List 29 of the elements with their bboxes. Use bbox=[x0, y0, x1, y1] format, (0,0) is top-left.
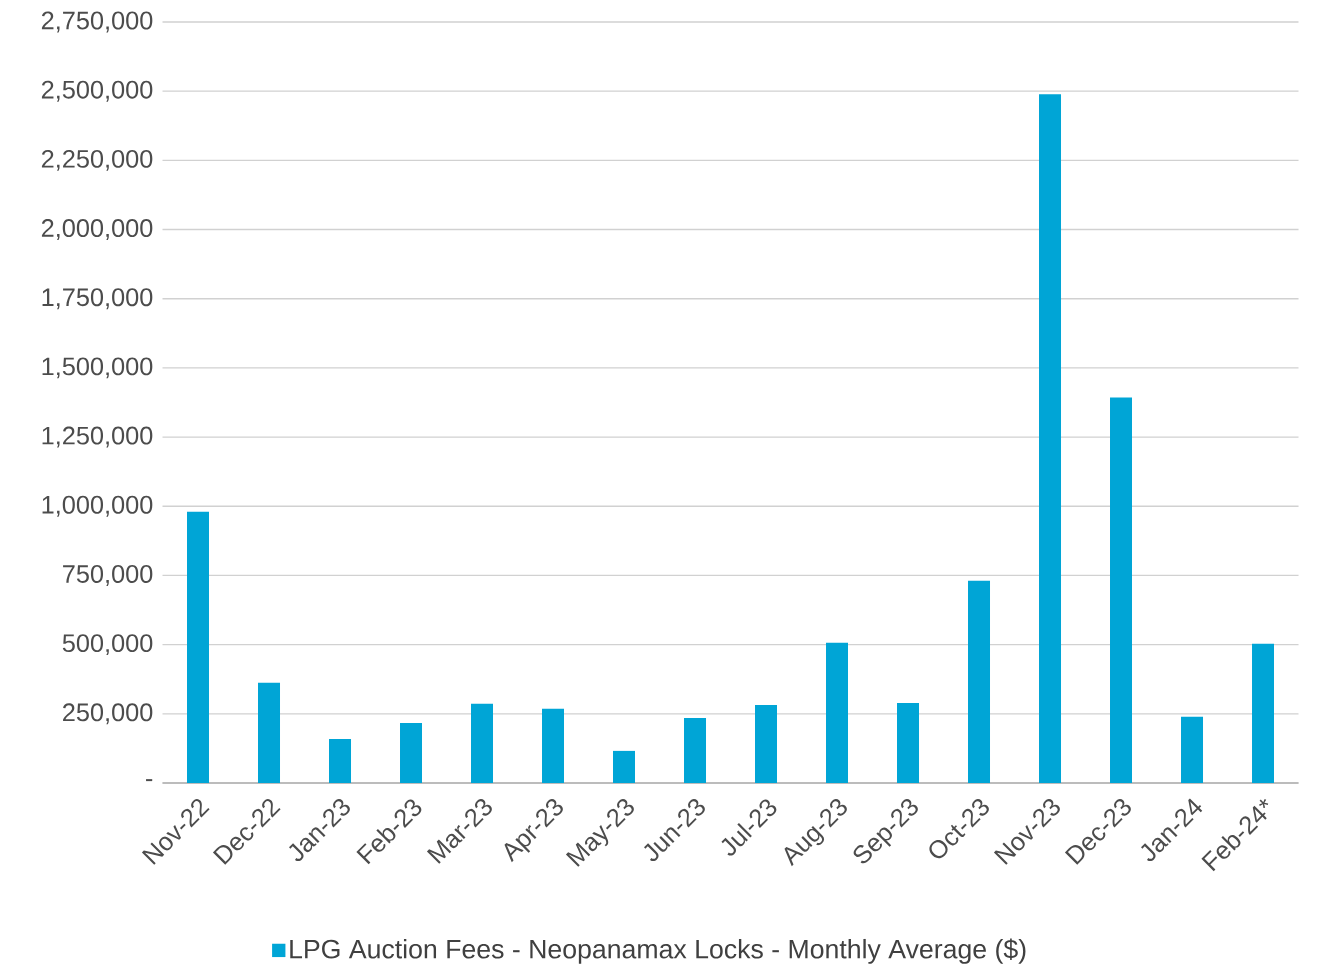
bar bbox=[613, 750, 636, 783]
y-tick-label: 2,250,000 bbox=[41, 149, 153, 171]
y-tick-label: 1,250,000 bbox=[42, 426, 153, 448]
bar bbox=[542, 708, 565, 783]
y-tick-label: 2,000,000 bbox=[41, 219, 153, 240]
y-tick-label: - bbox=[146, 779, 153, 782]
bar bbox=[1181, 716, 1204, 783]
bar bbox=[400, 722, 423, 783]
y-tick-label: 1,000,000 bbox=[42, 495, 153, 517]
bar bbox=[897, 703, 920, 783]
bar bbox=[1252, 643, 1275, 783]
bar bbox=[755, 704, 778, 783]
y-tick-label: 750,000 bbox=[63, 564, 153, 586]
bar bbox=[187, 511, 210, 783]
y-tick-label: 2,750,000 bbox=[41, 11, 153, 33]
bar bbox=[1110, 397, 1133, 783]
bar bbox=[258, 682, 281, 783]
y-tick-label: 250,000 bbox=[63, 703, 153, 725]
bar bbox=[1039, 94, 1062, 783]
bar bbox=[329, 738, 352, 783]
bar bbox=[826, 642, 849, 783]
bar bbox=[684, 717, 707, 783]
legend-label: LPG Auction Fees - Neopanamax Locks - Monthly Average ($) bbox=[290, 938, 1026, 964]
y-tick-label: 2,500,000 bbox=[41, 80, 153, 102]
y-tick-label: 500,000 bbox=[62, 634, 153, 656]
y-tick-label: 1,500,000 bbox=[42, 357, 153, 379]
bar bbox=[471, 703, 494, 783]
y-tick-label: 1,750,000 bbox=[42, 288, 153, 310]
bar bbox=[968, 580, 991, 783]
